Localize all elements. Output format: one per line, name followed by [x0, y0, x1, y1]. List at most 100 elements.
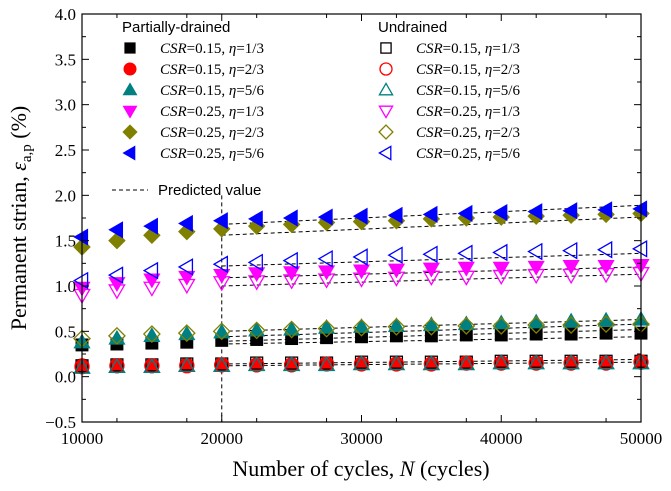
data-point: [387, 246, 403, 265]
y-axis-label-sub: a,p: [19, 144, 35, 162]
data-point: [282, 274, 301, 290]
y-axis-label-var: ε: [6, 162, 31, 171]
legend-label-part: η: [229, 41, 236, 57]
data-point: [387, 206, 403, 224]
data-point: [248, 321, 266, 337]
data-point: [212, 356, 231, 373]
legend-label-part: =0.15,: [187, 41, 229, 57]
legend-label-part: =0.25,: [443, 125, 485, 141]
data-point: [178, 325, 196, 341]
data-point: [108, 284, 126, 300]
legend-marker: [378, 105, 394, 119]
legend-label-part: =2/3: [236, 62, 264, 78]
legend-marker: [122, 145, 136, 161]
data-point: [564, 327, 578, 341]
legend-label-part: CSR: [160, 125, 187, 141]
data-point: [352, 318, 371, 337]
legend-label-part: CSR: [160, 146, 187, 162]
data-point: [283, 266, 301, 282]
data-point: [492, 269, 511, 286]
legend-label-part: CSR: [416, 83, 443, 99]
data-point: [422, 316, 440, 332]
data-point: [177, 258, 194, 276]
legend-label-part: =1/3: [492, 104, 520, 120]
y-tick-label: 0.5: [55, 322, 76, 341]
legend-label-part: =0.15,: [187, 62, 229, 78]
legend-marker: [378, 124, 394, 140]
legend-label-part: =0.25,: [443, 146, 485, 162]
data-point: [527, 242, 543, 261]
legend-label: CSR=0.25, η=5/6: [416, 146, 520, 162]
data-point: [352, 207, 368, 225]
legend-label-part: =1/3: [492, 41, 520, 57]
legend-marker: [378, 82, 394, 96]
x-tick-label: 20000: [201, 429, 244, 448]
data-point: [317, 355, 336, 372]
legend-label-part: =1/3: [236, 41, 264, 57]
data-point: [422, 270, 441, 286]
data-point: [387, 354, 406, 371]
legend-label-part: =0.25,: [443, 104, 485, 120]
data-point: [527, 260, 545, 276]
legend-marker: [122, 124, 138, 140]
legend-label-part: CSR: [416, 125, 443, 141]
data-point: [492, 203, 508, 222]
legend-label-part: η: [229, 62, 236, 78]
data-point: [527, 268, 546, 285]
legend-label-part: =5/6: [492, 83, 520, 99]
data-point: [457, 354, 476, 371]
legend-label-part: =5/6: [236, 83, 264, 99]
legend-label-part: CSR: [160, 62, 187, 78]
data-point: [142, 325, 161, 344]
data-point: [597, 354, 615, 370]
legend-label-part: =2/3: [236, 125, 264, 141]
legend-label: CSR=0.25, η=1/3: [416, 104, 520, 120]
data-point: [457, 270, 476, 286]
legend-label-part: CSR: [416, 146, 443, 162]
legend-label-part: CSR: [416, 41, 443, 57]
data-point: [562, 268, 580, 285]
legend-label: CSR=0.25, η=5/6: [160, 146, 264, 162]
data-point: [282, 209, 298, 227]
data-point: [457, 316, 476, 335]
data-point: [317, 265, 336, 281]
data-point: [599, 326, 613, 340]
data-point: [492, 354, 511, 370]
legend-label-part: η: [485, 125, 492, 141]
y-tick-label: 2.5: [55, 141, 76, 160]
legend-marker: [379, 62, 393, 76]
data-point: [422, 354, 441, 371]
data-point: [457, 315, 475, 331]
y-tick-label: 0.0: [55, 368, 76, 387]
legend-title-undrained: Undrained: [378, 19, 447, 36]
x-axis-label-suffix: (cycles): [414, 456, 489, 481]
legend-label-part: η: [485, 41, 492, 57]
data-point: [282, 355, 301, 372]
data-point: [317, 273, 336, 289]
legend-label-part: η: [229, 104, 236, 120]
legend-label-part: =0.25,: [187, 146, 229, 162]
legend-predicted-label: Predicted value: [158, 182, 261, 199]
data-point: [527, 354, 546, 370]
legend-marker: [378, 145, 392, 161]
data-point: [142, 261, 159, 280]
legend-label-part: =5/6: [492, 146, 520, 162]
legend-label: CSR=0.15, η=2/3: [416, 62, 520, 78]
data-point: [212, 255, 229, 274]
legend-label-part: CSR: [160, 41, 187, 57]
legend-label: CSR=0.15, η=5/6: [416, 83, 520, 99]
data-point: [387, 271, 406, 287]
data-point: [352, 264, 371, 280]
y-axis-label: Permanent strian, εa,p (%): [6, 106, 35, 331]
data-point: [527, 203, 543, 221]
data-point: [597, 315, 616, 334]
data-point: [212, 276, 231, 292]
data-point: [213, 323, 231, 339]
series-undrained-8: [73, 354, 650, 374]
data-point: [457, 261, 475, 277]
data-point: [317, 208, 333, 226]
legend-label-part: CSR: [416, 104, 443, 120]
y-tick-label: 1.5: [55, 232, 76, 251]
data-point: [177, 278, 196, 295]
